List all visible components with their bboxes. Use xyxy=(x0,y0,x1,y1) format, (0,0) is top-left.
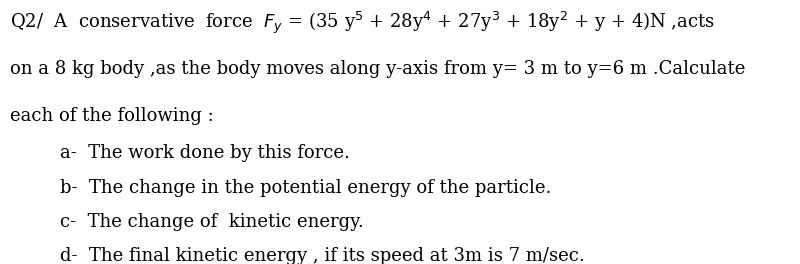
Text: b-  The change in the potential energy of the particle.: b- The change in the potential energy of… xyxy=(60,179,551,197)
Text: d-  The final kinetic energy , if its speed at 3m is 7 m/sec.: d- The final kinetic energy , if its spe… xyxy=(60,247,585,264)
Text: on a 8 kg body ,as the body moves along y-axis from y= 3 m to y=6 m .Calculate: on a 8 kg body ,as the body moves along … xyxy=(10,60,746,78)
Text: a-  The work done by this force.: a- The work done by this force. xyxy=(60,144,350,162)
Text: each of the following :: each of the following : xyxy=(10,107,214,125)
Text: Q2/  A  conservative  force  $F_y$ = (35 y$^5$ + 28y$^4$ + 27y$^3$ + 18y$^2$ + y: Q2/ A conservative force $F_y$ = (35 y$^… xyxy=(10,10,715,36)
Text: c-  The change of  kinetic energy.: c- The change of kinetic energy. xyxy=(60,213,364,231)
